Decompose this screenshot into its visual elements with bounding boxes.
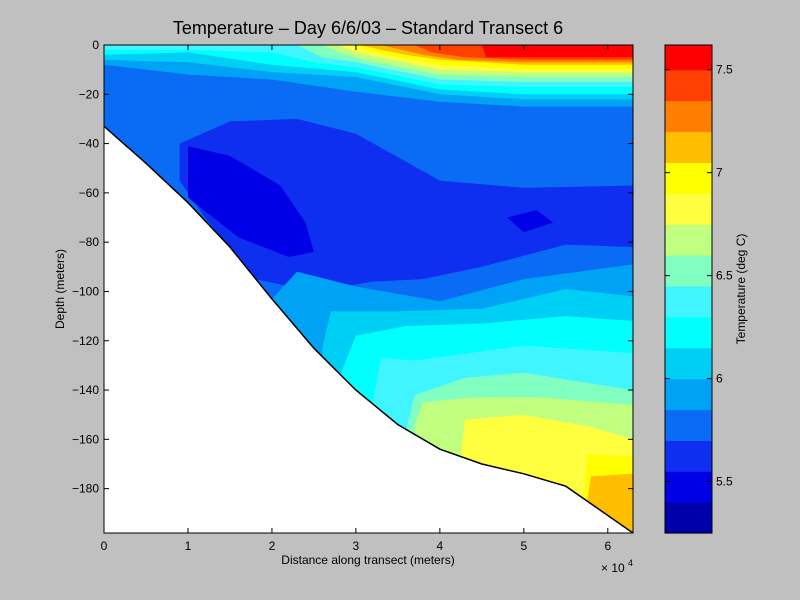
x-tick-label-2: 2 <box>269 539 276 553</box>
colorbar-swatch-11 <box>665 162 712 194</box>
colorbar-swatch-2 <box>665 440 712 472</box>
contour-band-surface-12 <box>481 45 633 58</box>
y-tick-label-7: −140 <box>72 383 99 397</box>
y-axis-label: Depth (meters) <box>53 249 67 329</box>
x-axis-ticks: 0 1 2 3 4 5 6 <box>101 45 611 553</box>
colorbar-swatch-9 <box>665 224 712 256</box>
x-tick-label-3: 3 <box>353 539 360 553</box>
y-tick-label-9: −180 <box>72 482 99 496</box>
x-tick-label-5: 5 <box>520 539 527 553</box>
y-tick-label-3: −60 <box>79 186 100 200</box>
colorbar-swatch-8 <box>665 255 712 287</box>
colorbar-tick-label-0: 5.5 <box>716 475 733 489</box>
colorbar-ticks: 5.5 6 6.5 7 7.5 <box>665 63 733 489</box>
x-multiplier-base: × 10 <box>601 561 625 575</box>
contour-band-deep-3 <box>188 146 314 257</box>
y-tick-label-8: −160 <box>72 432 99 446</box>
x-tick-label-1: 1 <box>185 539 192 553</box>
colorbar-swatch-0 <box>665 502 712 534</box>
x-multiplier-exponent: 4 <box>628 558 633 568</box>
colorbar-tick-label-1: 6 <box>716 372 723 386</box>
colorbar-swatch-4 <box>665 378 712 411</box>
seafloor-line <box>104 125 633 533</box>
x-tick-label-6: 6 <box>604 539 611 553</box>
y-tick-label-6: −120 <box>72 334 99 348</box>
colorbar <box>665 45 712 534</box>
y-tick-label-0: 0 <box>92 38 99 52</box>
colorbar-swatch-7 <box>665 285 712 318</box>
y-tick-label-2: −40 <box>79 137 100 151</box>
x-tick-label-0: 0 <box>101 539 108 553</box>
colorbar-tick-label-3: 7 <box>716 166 723 180</box>
colorbar-swatch-15 <box>665 45 712 71</box>
colorbar-tick-label-2: 6.5 <box>716 269 733 283</box>
colorbar-swatch-14 <box>665 69 712 102</box>
colorbar-swatch-3 <box>665 409 712 441</box>
y-tick-label-4: −80 <box>79 235 100 249</box>
contour-band-deep-4 <box>507 210 554 233</box>
y-axis-ticks: 0 −20 −40 −60 −80 −100 −120 −140 −160 −180 <box>72 38 633 496</box>
colorbar-swatch-6 <box>665 316 712 349</box>
colorbar-tick-label-4: 7.5 <box>716 63 733 77</box>
colorbar-swatch-1 <box>665 471 712 503</box>
colorbar-swatch-5 <box>665 347 712 380</box>
y-tick-label-1: −20 <box>79 87 100 101</box>
colorbar-swatch-10 <box>665 193 712 225</box>
plot-frame <box>103 44 634 534</box>
colorbar-label: Temperature (deg C) <box>734 234 748 345</box>
y-tick-label-5: −100 <box>72 284 99 298</box>
x-axis-multiplier: × 10 4 <box>601 558 633 575</box>
seafloor-fill <box>104 126 633 533</box>
x-axis-label: Distance along transect (meters) <box>281 553 454 567</box>
chart-title: Temperature – Day 6/6/03 – Standard Tran… <box>173 18 563 38</box>
colorbar-frame <box>664 44 713 534</box>
x-tick-label-4: 4 <box>437 539 444 553</box>
seafloor-mask <box>104 125 633 533</box>
colorbar-swatch-13 <box>665 100 712 133</box>
colorbar-swatch-12 <box>665 131 712 163</box>
